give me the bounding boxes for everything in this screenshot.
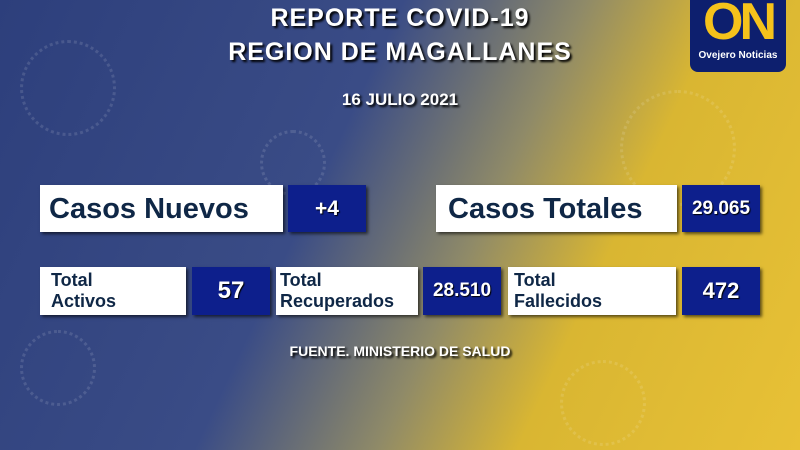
- logo-name: Ovejero Noticias: [698, 50, 778, 61]
- active-label: Total Activos: [40, 267, 186, 315]
- recovered-value: 28.510: [423, 267, 501, 315]
- virus-decoration: [620, 90, 736, 206]
- recovered-label-line1: Total: [280, 270, 322, 290]
- new-cases-value: +4: [288, 185, 366, 232]
- total-cases-label: Casos Totales: [436, 185, 677, 232]
- report-date: 16 JULIO 2021: [341, 90, 459, 109]
- title-line2: REGION DE MAGALLANES: [228, 38, 572, 66]
- active-label-line2: Activos: [51, 291, 117, 311]
- deceased-label: Total Fallecidos: [508, 267, 676, 315]
- active-value: 57: [192, 267, 270, 315]
- deceased-value: 472: [682, 267, 760, 315]
- total-cases-value: 29.065: [682, 185, 760, 232]
- source-footer: FUENTE. MINISTERIO DE SALUD: [289, 343, 511, 359]
- virus-decoration: [20, 40, 116, 136]
- title-line1: REPORTE COVID-19: [270, 4, 530, 32]
- recovered-label-line2: Recuperados: [280, 291, 395, 311]
- deceased-label-line2: Fallecidos: [514, 291, 603, 311]
- logo: ON Ovejero Noticias: [690, 0, 786, 72]
- recovered-label: Total Recuperados: [276, 267, 418, 315]
- virus-decoration: [560, 360, 646, 446]
- deceased-label-line1: Total: [514, 270, 556, 290]
- active-label-line1: Total: [51, 270, 93, 290]
- virus-decoration: [20, 330, 96, 406]
- new-cases-label: Casos Nuevos: [40, 185, 283, 232]
